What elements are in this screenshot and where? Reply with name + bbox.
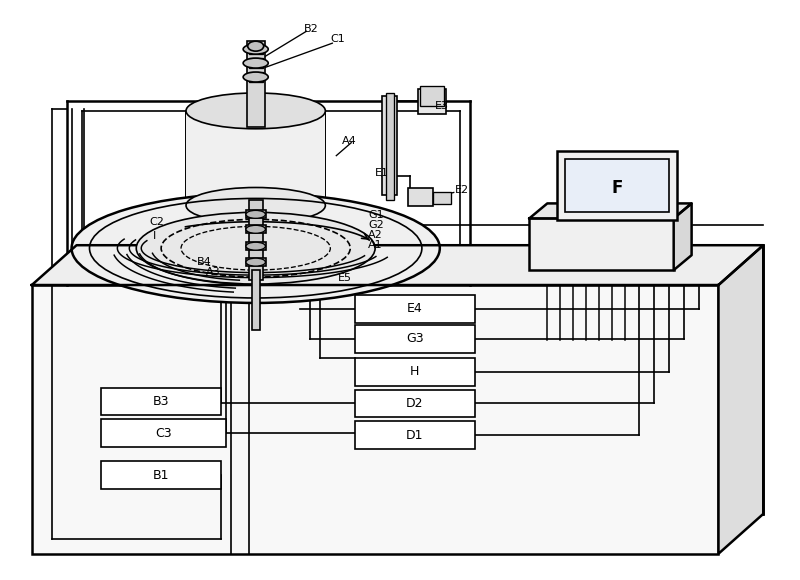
Text: C1: C1 bbox=[330, 34, 345, 44]
Text: I: I bbox=[153, 231, 157, 241]
Bar bbox=[566, 159, 669, 212]
Ellipse shape bbox=[243, 44, 268, 54]
Text: E1: E1 bbox=[375, 168, 389, 177]
Ellipse shape bbox=[248, 41, 264, 51]
Bar bbox=[249, 72, 262, 82]
Text: D2: D2 bbox=[406, 397, 424, 410]
Bar bbox=[418, 89, 446, 114]
Text: D1: D1 bbox=[406, 429, 424, 442]
Bar bbox=[246, 211, 266, 218]
Text: C3: C3 bbox=[155, 427, 171, 440]
Bar bbox=[249, 58, 262, 68]
Text: B3: B3 bbox=[153, 395, 170, 408]
Bar bbox=[246, 258, 266, 266]
Bar bbox=[408, 188, 433, 206]
Text: E5: E5 bbox=[338, 273, 352, 283]
Text: E3: E3 bbox=[435, 101, 449, 111]
Bar bbox=[355, 390, 474, 418]
Text: C2: C2 bbox=[150, 218, 164, 227]
Bar bbox=[102, 461, 221, 489]
Polygon shape bbox=[718, 245, 763, 554]
Text: A2: A2 bbox=[368, 230, 383, 240]
Ellipse shape bbox=[246, 225, 266, 233]
Ellipse shape bbox=[246, 258, 266, 266]
Ellipse shape bbox=[246, 242, 266, 250]
Ellipse shape bbox=[243, 72, 268, 82]
Bar bbox=[246, 41, 265, 127]
Bar bbox=[420, 86, 444, 106]
Bar bbox=[355, 358, 474, 386]
Bar bbox=[186, 111, 326, 205]
Text: E2: E2 bbox=[454, 186, 469, 195]
Bar bbox=[246, 242, 266, 250]
Bar bbox=[249, 44, 262, 54]
Bar bbox=[249, 201, 262, 280]
Text: G1: G1 bbox=[368, 211, 384, 220]
Bar bbox=[32, 285, 718, 554]
Text: E4: E4 bbox=[407, 302, 423, 316]
Text: A1: A1 bbox=[368, 240, 382, 250]
Text: A4: A4 bbox=[342, 136, 357, 146]
Bar bbox=[252, 270, 260, 330]
Text: G2: G2 bbox=[368, 220, 384, 230]
Text: B2: B2 bbox=[303, 24, 318, 34]
Bar bbox=[102, 387, 221, 415]
Bar bbox=[355, 421, 474, 450]
Bar bbox=[530, 218, 674, 270]
Bar bbox=[558, 151, 677, 220]
Ellipse shape bbox=[186, 93, 326, 129]
Bar bbox=[355, 325, 474, 353]
Ellipse shape bbox=[243, 58, 268, 68]
Text: A3: A3 bbox=[206, 267, 221, 277]
Ellipse shape bbox=[71, 194, 440, 303]
Polygon shape bbox=[530, 204, 691, 218]
Bar bbox=[355, 295, 474, 323]
Ellipse shape bbox=[186, 187, 326, 223]
Polygon shape bbox=[32, 245, 763, 285]
Text: B1: B1 bbox=[153, 469, 170, 481]
Ellipse shape bbox=[136, 212, 375, 284]
Bar bbox=[433, 193, 450, 204]
Text: H: H bbox=[410, 365, 420, 378]
Bar bbox=[246, 225, 266, 233]
Bar bbox=[386, 93, 394, 201]
Text: G3: G3 bbox=[406, 332, 424, 345]
Text: B4: B4 bbox=[197, 257, 212, 267]
Polygon shape bbox=[674, 204, 691, 270]
Bar bbox=[102, 419, 226, 447]
Ellipse shape bbox=[246, 211, 266, 218]
Bar bbox=[382, 96, 397, 195]
Text: F: F bbox=[611, 179, 622, 197]
